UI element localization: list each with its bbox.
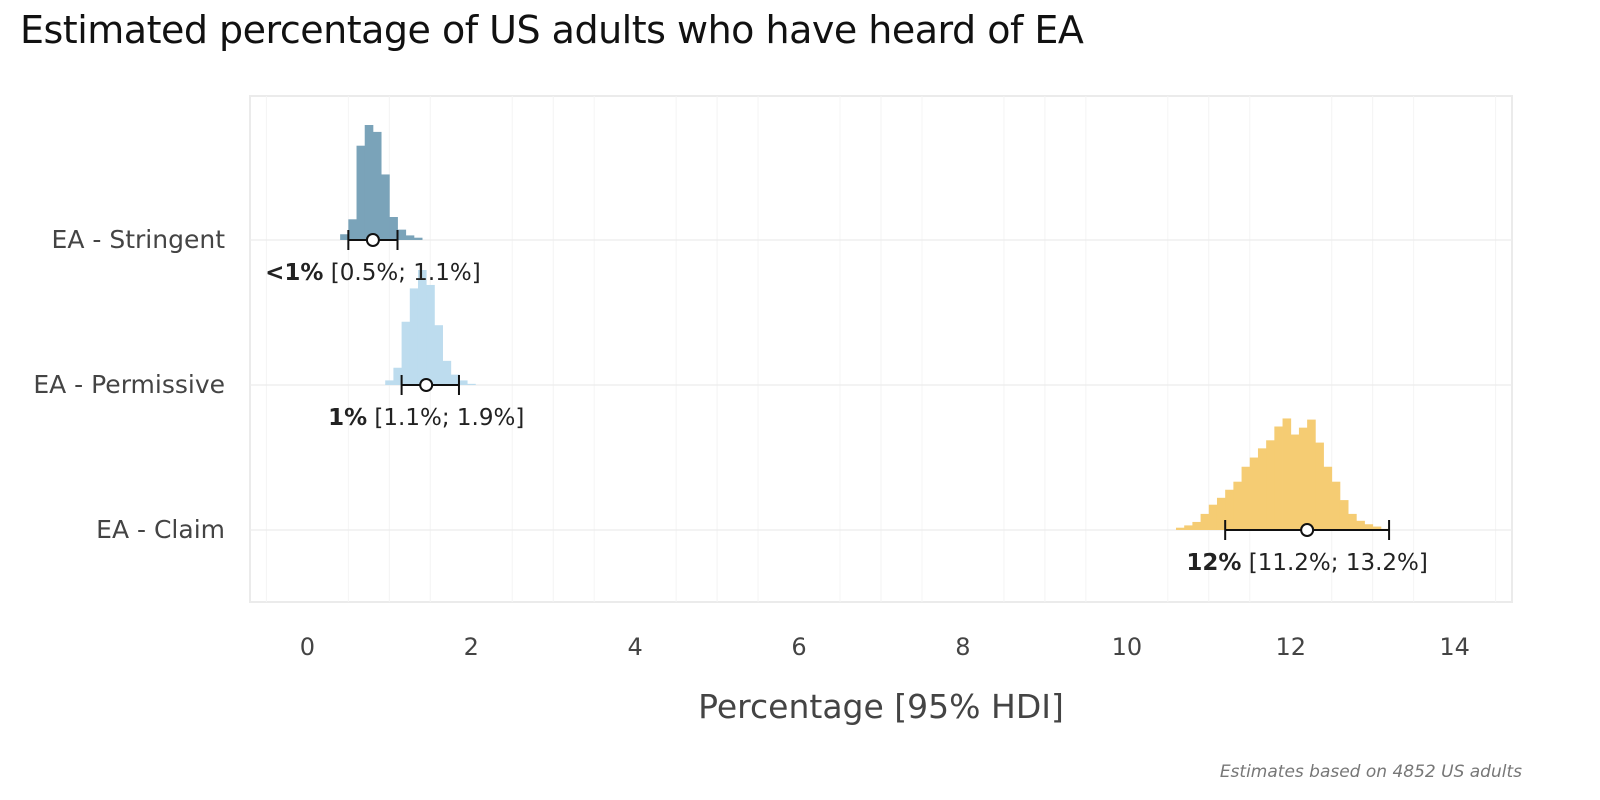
- density-bar: [1233, 481, 1242, 530]
- series-ea-stringent: [340, 125, 423, 250]
- x-tick-label: 6: [791, 633, 806, 661]
- chart-caption: Estimates based on 4852 US adults: [1219, 762, 1522, 782]
- x-tick-label: 0: [300, 633, 315, 661]
- y-category-label: EA - Permissive: [33, 370, 225, 399]
- density-bar: [340, 234, 349, 240]
- density-bar: [1339, 500, 1349, 530]
- estimate-label: 12% [11.2%; 13.2%]: [1186, 550, 1428, 576]
- density-bar: [393, 367, 403, 385]
- estimate-label: 1% [1.1%; 1.9%]: [328, 405, 524, 431]
- x-axis-title: Percentage [95% HDI]: [698, 687, 1064, 726]
- density-bar: [1307, 419, 1316, 530]
- density-bar: [426, 284, 435, 385]
- x-tick-label: 12: [1275, 633, 1306, 661]
- x-tick-label: 2: [464, 633, 479, 661]
- density-bar: [389, 217, 398, 240]
- density-bar: [1241, 466, 1251, 530]
- density-bar: [1192, 521, 1201, 530]
- density-bar: [381, 174, 390, 240]
- y-category-label: EA - Claim: [96, 515, 225, 544]
- density-bar: [1282, 418, 1292, 530]
- density-bar: [356, 145, 366, 240]
- density-bar: [434, 325, 443, 385]
- density-bar: [413, 237, 423, 240]
- density-bar: [364, 125, 374, 240]
- density-bar: [1225, 489, 1234, 530]
- density-bar: [1249, 457, 1259, 530]
- density-bar: [1176, 527, 1185, 530]
- x-tick-label: 8: [955, 633, 970, 661]
- density-bar: [1331, 481, 1341, 530]
- density-bar: [409, 288, 419, 385]
- density-bar: [1208, 504, 1218, 530]
- density-bar: [1184, 525, 1193, 530]
- density-bar: [1372, 526, 1382, 530]
- density-bar: [405, 235, 415, 240]
- x-tick-label: 14: [1439, 633, 1470, 661]
- estimate-point-text: 1%: [328, 405, 367, 431]
- density-bar: [1257, 448, 1267, 530]
- density-bar: [1266, 440, 1275, 530]
- density-bar: [458, 380, 468, 385]
- density-bar: [1356, 520, 1365, 530]
- density-bar: [467, 383, 476, 385]
- estimate-label: <1% [0.5%; 1.1%]: [265, 260, 481, 286]
- density-bar: [401, 321, 411, 385]
- density-bar: [372, 131, 382, 240]
- estimate-interval-text: [0.5%; 1.1%]: [323, 260, 480, 286]
- series-ea-permissive: [385, 270, 476, 395]
- density-bar: [1290, 434, 1300, 530]
- point-estimate: [365, 233, 380, 247]
- y-category-label: EA - Stringent: [52, 225, 226, 254]
- point-estimate: [419, 378, 434, 392]
- density-bar: [1323, 466, 1333, 530]
- density-bar: [397, 229, 407, 240]
- density-bar: [1200, 513, 1210, 530]
- density-bar: [1274, 426, 1283, 530]
- density-bar: [417, 270, 427, 385]
- estimate-interval-text: [11.2%; 13.2%]: [1241, 550, 1427, 576]
- estimate-interval-text: [1.1%; 1.9%]: [367, 405, 524, 431]
- y-axis-labels: EA - Stringent EA - Permissive EA - Claim: [33, 225, 225, 544]
- point-estimate: [1300, 523, 1315, 537]
- chart-title: Estimated percentage of US adults who ha…: [20, 8, 1084, 52]
- density-bar: [450, 374, 460, 385]
- x-tick-label: 4: [628, 633, 643, 661]
- density-bar: [1216, 497, 1226, 530]
- density-bar: [1348, 513, 1357, 530]
- density-bar: [348, 219, 357, 240]
- density-bar: [442, 360, 452, 385]
- distribution-layer: [340, 125, 1391, 540]
- density-bar: [1315, 442, 1324, 530]
- annotation-layer: <1% [0.5%; 1.1%] 1% [1.1%; 1.9%] 12% [11.2…: [265, 260, 1428, 576]
- x-axis-ticks: 0 2 4 6 8 10 12 14: [300, 633, 1470, 661]
- estimate-point-text: 12%: [1186, 550, 1241, 576]
- density-bar: [1364, 524, 1374, 530]
- density-bar: [1298, 427, 1308, 530]
- estimate-point-text: <1%: [265, 260, 323, 286]
- density-bar: [385, 380, 394, 385]
- x-tick-label: 10: [1112, 633, 1143, 661]
- series-ea-claim: [1176, 418, 1391, 540]
